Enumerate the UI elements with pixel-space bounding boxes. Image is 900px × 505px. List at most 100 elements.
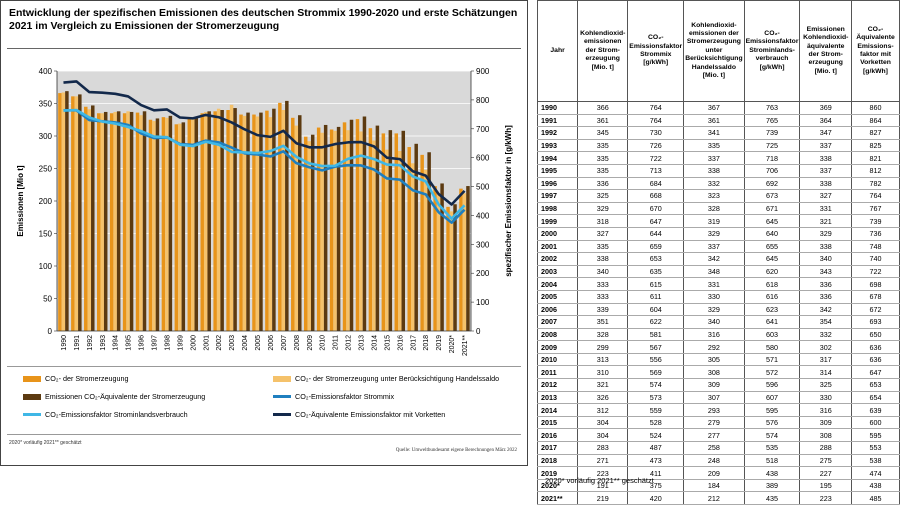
y-tick-label: 350 bbox=[39, 100, 53, 109]
x-tick-label: 2021** bbox=[462, 335, 469, 356]
x-tick-label: 2002 bbox=[216, 335, 223, 351]
table-row: 2003 340 635 348 620 343 722 bbox=[536, 265, 900, 279]
table-cell: 288 bbox=[799, 441, 852, 455]
bar-2010-s1 bbox=[316, 127, 321, 331]
x-tick-label: 2001 bbox=[203, 335, 210, 351]
table-cell-year: 2008 bbox=[536, 328, 579, 342]
y2-tick-label: 700 bbox=[476, 125, 490, 134]
bar-2006-s1 bbox=[265, 110, 269, 332]
legend-item-line-mix: CO₂-Emissionsfaktor Strommix bbox=[273, 392, 394, 401]
table-cell-year: 2021** bbox=[536, 491, 579, 505]
table-cell: 338 bbox=[683, 164, 745, 178]
table-cell: 616 bbox=[743, 290, 801, 304]
table-cell: 553 bbox=[850, 441, 900, 455]
bar-2014-s1 bbox=[368, 128, 373, 331]
bar-1999-s2 bbox=[178, 123, 182, 332]
bar-2020*-s1 bbox=[446, 206, 450, 331]
table-cell: 367 bbox=[683, 101, 745, 115]
table-row: 2004 333 615 331 618 336 698 bbox=[536, 277, 900, 291]
legend-swatch bbox=[23, 413, 41, 416]
table-cell-year: 1992 bbox=[536, 126, 579, 140]
table-cell: 693 bbox=[850, 315, 900, 329]
y-tick-label: 200 bbox=[39, 197, 53, 206]
bar-2018-s1 bbox=[420, 154, 424, 331]
legend-swatch bbox=[23, 375, 41, 382]
table-cell: 611 bbox=[627, 290, 685, 304]
x-tick-label: 1997 bbox=[152, 335, 159, 351]
bar-1994-s1 bbox=[109, 113, 114, 331]
legend-divider bbox=[7, 366, 521, 367]
table-cell: 722 bbox=[627, 151, 685, 165]
x-tick-label: 1992 bbox=[87, 335, 94, 351]
bar-1990-s3 bbox=[65, 91, 69, 332]
y-tick-label: 250 bbox=[39, 165, 53, 174]
table-cell: 327 bbox=[799, 189, 852, 203]
table-cell: 335 bbox=[577, 164, 629, 178]
table-cell: 668 bbox=[627, 189, 685, 203]
bar-2012-s3 bbox=[349, 119, 354, 331]
bar-1990-s2 bbox=[61, 92, 66, 331]
table-cell: 330 bbox=[799, 391, 852, 405]
bar-2006-s3 bbox=[272, 108, 276, 331]
table-cell-year: 2001 bbox=[536, 240, 579, 254]
table-cell: 347 bbox=[799, 126, 852, 140]
table-cell: 604 bbox=[627, 303, 685, 317]
legend-item-bar3: Emissionen CO₂-Äquivalente der Stromerze… bbox=[23, 392, 205, 401]
bar-2000-s1 bbox=[187, 118, 192, 331]
x-tick-label: 1990 bbox=[61, 335, 68, 351]
legend-item-line-vorkette: CO₂-Äquivalente Emissionsfaktor mit Vork… bbox=[273, 410, 445, 419]
table-cell: 654 bbox=[850, 391, 900, 405]
x-tick-label: 2016 bbox=[397, 335, 404, 351]
table-cell: 595 bbox=[743, 403, 801, 417]
bar-1992-s2 bbox=[87, 109, 92, 331]
header-jahr: Jahr bbox=[536, 0, 579, 102]
table-cell: 318 bbox=[577, 214, 629, 228]
table-row: 2018 271 473 248 518 275 538 bbox=[536, 454, 900, 468]
table-cell: 361 bbox=[577, 114, 629, 128]
bar-2001-s3 bbox=[207, 111, 211, 331]
y-tick-label: 400 bbox=[39, 67, 53, 76]
table-cell: 345 bbox=[577, 126, 629, 140]
table-cell-year: 1998 bbox=[536, 202, 579, 216]
x-tick-label: 1993 bbox=[100, 335, 107, 351]
bar-2021**-s3 bbox=[466, 186, 470, 331]
bar-2004-s3 bbox=[246, 112, 250, 331]
table-cell: 319 bbox=[683, 214, 745, 228]
bar-2013-s2 bbox=[359, 131, 363, 331]
table-cell: 309 bbox=[683, 378, 745, 392]
bar-1991-s3 bbox=[78, 94, 82, 332]
y2-tick-label: 0 bbox=[476, 327, 481, 336]
header-co2eq-emissions: Emissionen Kohlendioxid-äquivalente der … bbox=[799, 0, 852, 102]
x-tick-label: 2011 bbox=[333, 335, 340, 350]
header-co2-emissions-handelssaldo: Kohlendioxid-emissionen der Stromerzeugu… bbox=[683, 0, 745, 102]
table-cell: 325 bbox=[577, 189, 629, 203]
table-cell: 659 bbox=[627, 240, 685, 254]
table-cell: 340 bbox=[683, 315, 745, 329]
legend-item-bar2: CO₂- der Stromerzeugung unter Berücksich… bbox=[273, 374, 499, 383]
table-row: 2002 338 653 342 645 340 740 bbox=[536, 252, 900, 266]
y-axis-label: Emissionen [Mio t] bbox=[16, 165, 25, 236]
legend-label: CO₂-Emissionsfaktor Strommix bbox=[295, 392, 395, 401]
table-cell: 312 bbox=[577, 403, 629, 417]
table-cell-year: 1991 bbox=[536, 114, 579, 128]
table-cell: 821 bbox=[850, 151, 900, 165]
table-cell: 567 bbox=[627, 340, 685, 354]
table-cell: 636 bbox=[850, 353, 900, 367]
legend-swatch bbox=[273, 395, 291, 398]
table-cell: 528 bbox=[627, 416, 685, 430]
x-tick-label: 2007 bbox=[281, 335, 288, 351]
y2-tick-label: 300 bbox=[476, 240, 490, 249]
bar-2007-s2 bbox=[281, 110, 286, 331]
table-row: 1991 361 764 361 765 364 864 bbox=[536, 114, 900, 128]
bar-2018-s2 bbox=[423, 169, 428, 331]
table-cell: 825 bbox=[850, 139, 900, 153]
bar-2010-s3 bbox=[323, 124, 328, 331]
x-tick-label: 2005 bbox=[255, 335, 262, 351]
bar-1992-s3 bbox=[91, 105, 95, 331]
table-row: 2016 304 524 277 574 308 595 bbox=[536, 428, 900, 443]
table-cell: 672 bbox=[850, 303, 900, 317]
table-cell: 336 bbox=[799, 290, 852, 304]
table-cell: 487 bbox=[627, 441, 685, 455]
table-cell: 639 bbox=[850, 403, 900, 417]
table-cell: 673 bbox=[743, 189, 801, 203]
